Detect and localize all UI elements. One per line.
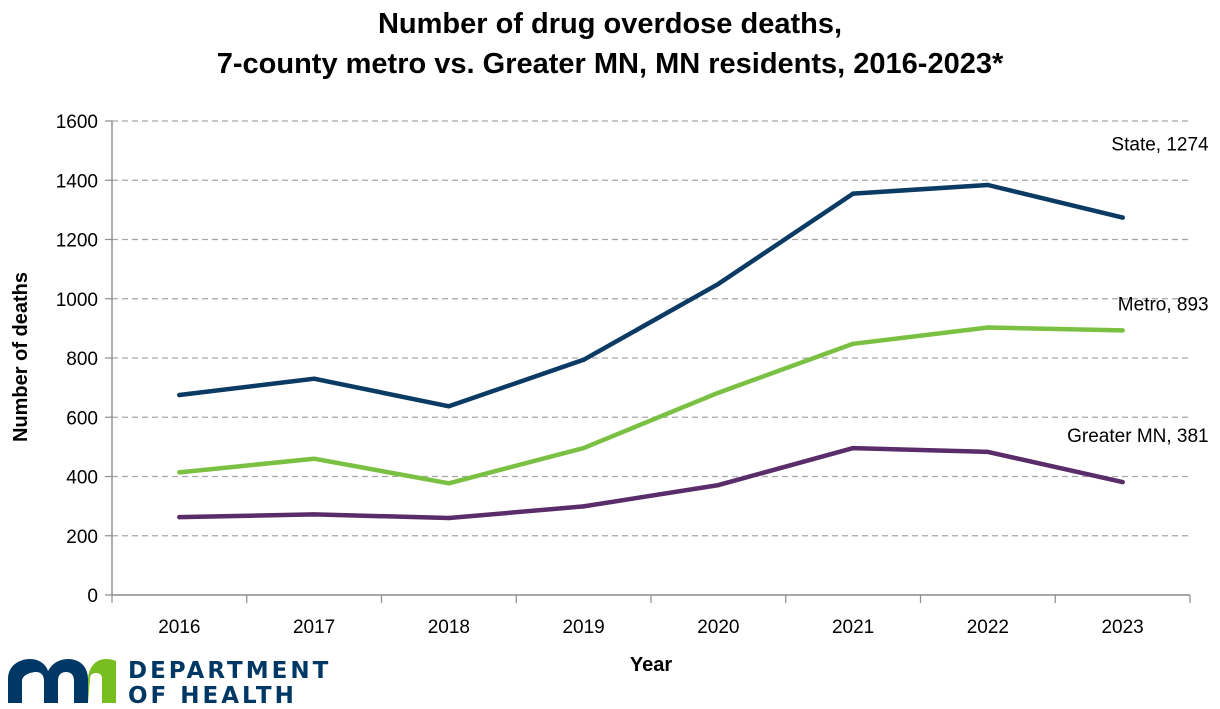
chart-title-line-2: 7-county metro vs. Greater MN, MN reside… (216, 48, 1004, 80)
y-tick-label: 1000 (56, 290, 98, 311)
data-point (581, 357, 586, 362)
data-point (177, 392, 182, 398)
x-tick-label: 2018 (428, 617, 470, 638)
data-point (716, 482, 721, 488)
data-point (177, 514, 182, 520)
series-end-label: Greater MN, 381 (1067, 426, 1209, 447)
data-point (985, 325, 991, 330)
x-tick-label: 2020 (697, 617, 739, 638)
y-tick-label: 200 (66, 527, 98, 548)
data-point (716, 281, 721, 287)
data-point (985, 182, 991, 188)
axes (105, 120, 1191, 603)
logo-line-1: DEPARTMENT (128, 658, 332, 684)
data-point (581, 445, 586, 451)
logo-text: DEPARTMENT OF HEALTH (128, 659, 331, 709)
data-point (850, 445, 856, 451)
data-point (311, 456, 317, 461)
x-tick-labels: 2016 2017 2018 2019 2020 2021 2022 2023 (158, 617, 1144, 638)
data-point (446, 404, 452, 409)
y-tick-label: 800 (66, 349, 98, 370)
x-tick-label: 2023 (1101, 617, 1143, 638)
chart-title-line-1: Number of drug overdose deaths, (377, 8, 843, 40)
x-tick-label: 2021 (832, 617, 874, 638)
x-tick-label: 2022 (967, 617, 1009, 638)
series-end-labels: State, 1274 Metro, 893 Greater MN, 381 (1067, 135, 1209, 448)
data-point (311, 376, 317, 381)
y-axis-title: Number of deaths (10, 272, 32, 442)
series-line-state (177, 182, 1125, 409)
mn-logo-mark-icon (8, 659, 116, 703)
x-tick-label: 2016 (158, 617, 200, 638)
data-point (850, 191, 856, 196)
y-tick-label: 0 (87, 586, 98, 607)
series-line-metro (177, 325, 1125, 486)
chart-title: Number of drug overdose deaths, 7-county… (0, 4, 1220, 84)
data-point (446, 481, 452, 486)
y-tick-label: 1200 (56, 231, 98, 252)
series-lines (177, 182, 1125, 521)
data-point (1120, 215, 1125, 220)
data-point (716, 390, 721, 395)
y-tick-label: 1400 (56, 171, 98, 192)
data-point (985, 449, 991, 455)
y-tick-labels: 0 200 400 600 800 1000 1200 1400 1600 (56, 112, 98, 607)
data-point (177, 470, 182, 475)
y-tick-label: 400 (66, 468, 98, 489)
series-end-label: State, 1274 (1111, 135, 1209, 156)
series-end-label: Metro, 893 (1118, 294, 1209, 315)
x-tick-label: 2019 (562, 617, 604, 638)
y-tick-label: 1600 (56, 112, 98, 133)
x-axis-title: Year (630, 654, 672, 676)
data-point (850, 341, 856, 346)
logo-line-2: OF HEALTH (128, 683, 297, 709)
data-point (1120, 479, 1125, 485)
data-point (311, 512, 317, 517)
series-line-greater-mn (177, 445, 1125, 521)
mdh-logo: DEPARTMENT OF HEALTH (6, 657, 346, 709)
y-tick-label: 600 (66, 408, 98, 429)
data-point (581, 504, 586, 509)
data-point (1120, 328, 1125, 333)
x-tick-label: 2017 (293, 617, 335, 638)
data-point (446, 515, 452, 521)
